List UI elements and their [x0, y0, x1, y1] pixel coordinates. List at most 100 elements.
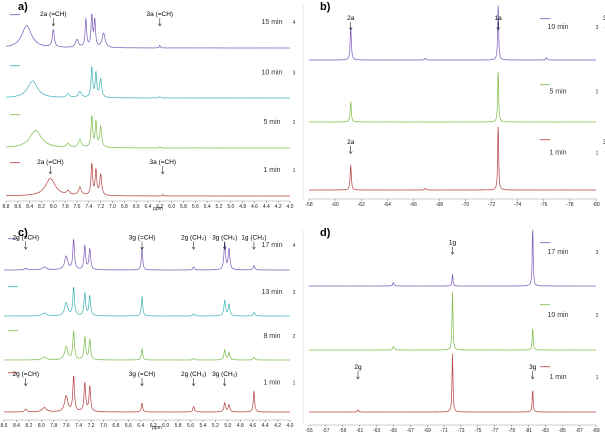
spectrum-panel-4: d) -55 -57 -59 -61 -63 -65 -67 -69 -71 -73 -75 -77 -7… [305, 227, 599, 434]
series-4: 1 min 1 [5, 162, 296, 197]
trace-header-mark [540, 139, 550, 141]
x-axis-label: ppm [152, 425, 162, 431]
x-tick-label: 8.2 [25, 423, 32, 429]
arrow-head [140, 383, 144, 387]
trace-header-mark [10, 65, 20, 67]
x-tick-label: 8.4 [13, 423, 20, 429]
x-tick-label: 5.2 [212, 423, 219, 429]
time-label: 1 min [549, 149, 566, 156]
trace-index: 1 [596, 375, 599, 381]
peak-label: 3g (=CH) [129, 234, 156, 241]
x-ticks: -58 -60 -62 -64 -66 -68 -70 -72 -74 -76 -78 -80 [305, 199, 600, 208]
x-tick-label: -89 [592, 428, 599, 434]
time-label: 17 min [547, 249, 568, 256]
spectrum-panel-2: b) -58 -60 -62 -64 -66 -68 -70 -72 -74 -76 -78 -80 10… [305, 1, 605, 208]
peak-label: 2g (=CH) [12, 234, 39, 241]
x-tick-label: 7.0 [100, 423, 107, 429]
x-tick-label: -77 [491, 428, 498, 434]
x-tick-label: -74 [514, 202, 521, 208]
peak-annotation: 2g [354, 364, 362, 380]
time-label: 10 min [547, 24, 568, 31]
x-tick-label: -60 [331, 202, 338, 208]
spectrum-trace [5, 13, 291, 49]
spectrum-trace [308, 229, 597, 287]
x-tick-label: 6.6 [133, 204, 140, 210]
arrow-head [140, 246, 144, 250]
x-tick-label: -80 [592, 202, 599, 208]
peak-label: 2g (CH₂) [181, 234, 206, 241]
series-2: 5 min 2 [308, 71, 599, 123]
peak-annotation: 2a [347, 15, 355, 31]
arrow-head [356, 376, 360, 380]
spectrum-panel-1: a) 8.8 8.6 8.4 8.2 8.0 7.8 7.6 7.4 7.2 7.0 6.8 6.6 6.… [3, 1, 296, 212]
trace-index: 2 [596, 313, 599, 319]
spectrum-trace [308, 71, 597, 123]
trace-header-mark [10, 162, 20, 164]
x-tick-label: 8.8 [3, 204, 10, 210]
x-tick-label: -55 [305, 428, 312, 434]
series-3: 8 min 2 [3, 329, 296, 361]
x-tick-label: 5.6 [187, 423, 194, 429]
x-tick-label: 6.4 [137, 423, 144, 429]
peak-annotation: 2g (CH₂) [181, 371, 206, 387]
trace-header-mark [540, 304, 550, 306]
spectrum-trace [3, 375, 291, 413]
peak-annotation: 3a [603, 139, 605, 152]
peak-label: 1a [495, 15, 503, 22]
peak-annotation: 1g [449, 240, 456, 256]
series-4: 1 min 1 [3, 372, 296, 413]
x-tick-label: 7.8 [50, 423, 57, 429]
x-tick-label: 4.0 [287, 423, 294, 429]
x-tick-label: 4.8 [239, 204, 246, 210]
x-tick-label: 7.0 [109, 204, 116, 210]
trace-index: 4 [293, 243, 296, 249]
peak-annotation: 1a [495, 15, 503, 31]
x-tick-label: 5.8 [175, 423, 182, 429]
x-tick-label: 4.2 [275, 204, 282, 210]
x-ticks: -55 -57 -59 -61 -63 -65 -67 -69 -71 -73 -75 -77 -79 -… [305, 425, 600, 434]
spectrum-trace [5, 115, 291, 149]
x-tick-label: -64 [384, 202, 391, 208]
series-1: 17 min 4 [3, 238, 296, 271]
trace-index: 4 [293, 20, 296, 26]
x-tick-label: 4.8 [237, 423, 244, 429]
x-tick-label: -68 [436, 202, 443, 208]
trace-index: 2 [293, 120, 296, 126]
peak-annotation: 3a (=CH) [147, 11, 174, 27]
arrow-head [223, 246, 227, 250]
arrow-head [252, 246, 256, 250]
trace-header-mark [540, 366, 550, 368]
x-tick-label: 5.4 [199, 423, 206, 429]
x-tick-label: 4.2 [274, 423, 281, 429]
peak-label: 3a (=CH) [147, 11, 174, 18]
arrow-head [191, 383, 196, 387]
peak-annotation: 2a [347, 139, 355, 155]
x-tick-label: 7.2 [97, 204, 104, 210]
time-label: 5 min [549, 88, 566, 95]
x-tick-label: -78 [566, 202, 573, 208]
x-tick-label: 5.6 [192, 204, 199, 210]
arrow-head [349, 27, 353, 31]
x-tick-label: 6.2 [150, 423, 157, 429]
x-tick-label: -59 [339, 428, 346, 434]
arrow-head [530, 376, 535, 380]
peak-label: 2g (=CH) [12, 371, 39, 378]
x-tick-label: 4.6 [249, 423, 256, 429]
arrow-head [51, 23, 56, 27]
arrow-head [24, 383, 28, 387]
x-tick-label: 6.8 [121, 204, 128, 210]
x-tick-label: -57 [322, 428, 329, 434]
arrow-head [223, 383, 227, 387]
x-tick-label: 4.6 [251, 204, 258, 210]
trace-header-mark [8, 286, 18, 288]
x-tick-label: -72 [488, 202, 495, 208]
arrow-head [158, 23, 162, 27]
series-2: 10 min 2 [308, 291, 599, 351]
x-tick-label: -75 [474, 428, 481, 434]
x-tick-label: 5.2 [216, 204, 223, 210]
series-3: 1 min 1 [308, 353, 599, 413]
trace-index: 3 [293, 290, 296, 296]
x-tick-label: -69 [424, 428, 431, 434]
peak-annotation: 2g (CH₂) [181, 234, 206, 250]
